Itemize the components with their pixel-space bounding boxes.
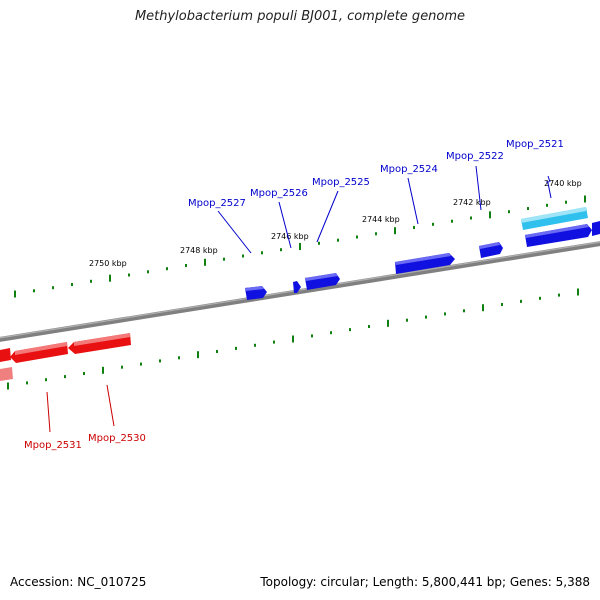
reverse-gene-mpop-2530[interactable] (68, 333, 131, 354)
kbp-label-2740: 2740 kbp (544, 179, 582, 188)
reverse-gene-mpop-2531[interactable] (10, 342, 68, 363)
gene-label-mpop-2527[interactable]: Mpop_2527 (188, 198, 246, 209)
leader-line-mpop-2531 (46, 391, 51, 433)
forward-gene-mpop-2522[interactable] (479, 242, 503, 258)
map-title: Methylobacterium populi BJ001, complete … (134, 9, 466, 24)
leader-line-mpop-2522 (475, 165, 482, 211)
forward-gene-mpop-2521[interactable] (521, 207, 588, 230)
forward-gene-mpop-2524[interactable] (395, 253, 455, 274)
forward-gene-mpop-2525[interactable] (305, 273, 340, 290)
gene-label-mpop-2525[interactable]: Mpop_2525 (312, 177, 370, 188)
forward-gene-mpop-2527[interactable] (245, 286, 267, 300)
leader-line-mpop-2521-main (547, 182, 552, 199)
forward-gene-mpop-2526[interactable] (293, 281, 301, 293)
kbp-label-2746: 2746 kbp (271, 232, 309, 241)
gene-label-mpop-2531[interactable]: Mpop_2531 (24, 440, 82, 451)
leader-line-mpop-2521 (547, 175, 551, 183)
gene-label-mpop-2526[interactable]: Mpop_2526 (250, 188, 308, 199)
kbp-label-2744: 2744 kbp (362, 215, 400, 224)
inner-scale-ticks (7, 288, 579, 390)
genome-backbone-highlight (0, 241, 600, 339)
reverse-gene-mpop-2532[interactable] (0, 348, 11, 362)
genome-stats-text: Topology: circular; Length: 5,800,441 bp… (260, 575, 590, 589)
kbp-label-2748: 2748 kbp (180, 246, 218, 255)
leader-line-mpop-2530 (106, 384, 115, 427)
leader-line-mpop-2527 (217, 210, 252, 254)
outer-scale-ticks (14, 195, 586, 298)
kbp-label-2750: 2750 kbp (89, 259, 127, 268)
gene-label-mpop-2522[interactable]: Mpop_2522 (446, 151, 504, 162)
gene-label-mpop-2530[interactable]: Mpop_2530 (88, 433, 146, 444)
kbp-label-2742: 2742 kbp (453, 198, 491, 207)
leader-line-mpop-2524 (407, 177, 419, 225)
leader-line-mpop-2526 (278, 201, 292, 249)
reverse-gene-mpop-2533[interactable] (0, 367, 13, 381)
gene-label-mpop-2521[interactable]: Mpop_2521 (506, 139, 564, 150)
gene-label-mpop-2524[interactable]: Mpop_2524 (380, 164, 438, 175)
forward-gene-mpop-2520[interactable] (525, 221, 600, 247)
genome-backbone (0, 241, 600, 342)
accession-text: Accession: NC_010725 (10, 575, 147, 589)
leader-line-mpop-2525 (316, 190, 339, 243)
